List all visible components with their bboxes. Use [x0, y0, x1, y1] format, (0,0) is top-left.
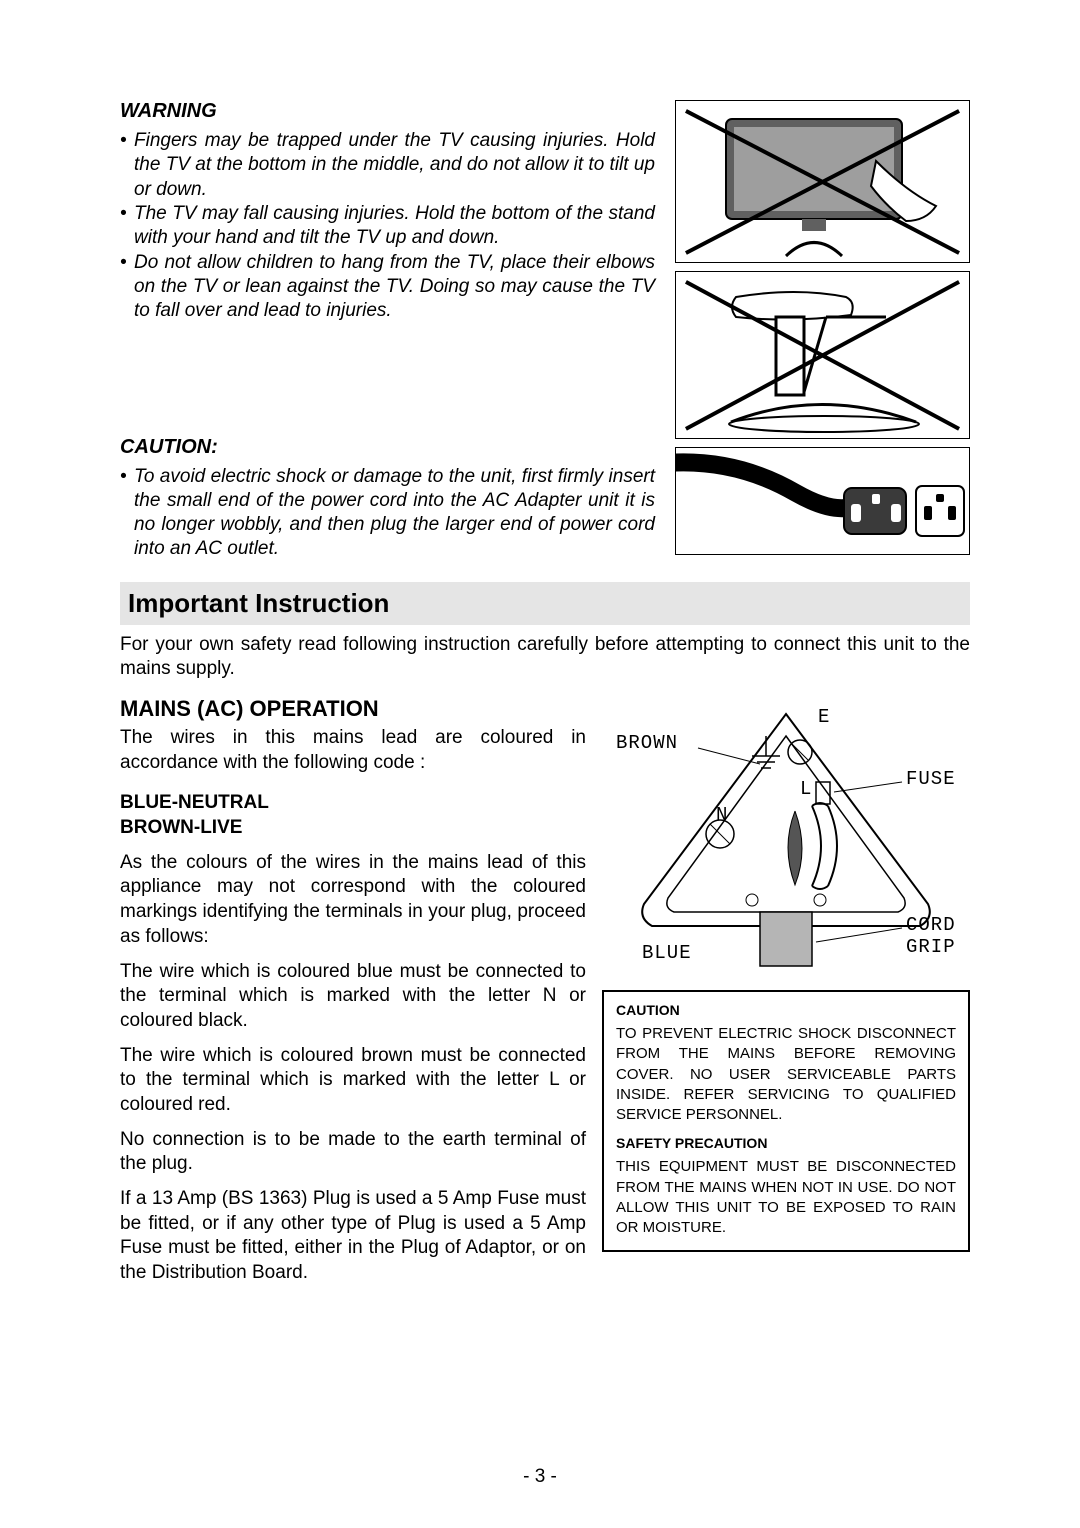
mains-p5: No connection is to be made to the earth…: [120, 1128, 586, 1177]
caution-box-title2: SAFETY PRECAUTION: [616, 1135, 956, 1151]
warning-item: Fingers may be trapped under the TV caus…: [120, 129, 655, 202]
warning-item: Do not allow children to hang from the T…: [120, 251, 655, 324]
caution-block: CAUTION: To avoid electric shock or dama…: [120, 436, 655, 562]
caution-box-title1: CAUTION: [616, 1002, 956, 1018]
page-number: - 3 -: [0, 1466, 1080, 1488]
top-section: WARNING Fingers may be trapped under the…: [120, 100, 970, 562]
code-blue: BLUE-NEUTRAL: [120, 790, 586, 816]
mains-heading: MAINS (AC) OPERATION: [120, 696, 586, 722]
section-title: Important Instruction: [120, 582, 970, 625]
plug-label-cord: CORD: [906, 914, 956, 936]
plug-diagram: E BROWN L FUSE N BLUE CORD GRIP: [602, 696, 970, 986]
intro-text: For your own safety read following instr…: [120, 633, 970, 682]
mains-p1: The wires in this mains lead are coloure…: [120, 726, 586, 775]
plug-label-grip: GRIP: [906, 936, 956, 958]
mains-right-column: E BROWN L FUSE N BLUE CORD GRIP CAUTION …: [602, 696, 970, 1286]
caution-box: CAUTION TO PREVENT ELECTRIC SHOCK DISCON…: [602, 990, 970, 1252]
plug-label-l: L: [800, 778, 812, 800]
figure-power-cord: [675, 447, 970, 555]
caution-box-text2: THIS EQUIPMENT MUST BE DISCONNECTED FROM…: [616, 1157, 956, 1238]
plug-label-blue: BLUE: [642, 942, 692, 964]
mains-section: MAINS (AC) OPERATION The wires in this m…: [120, 696, 970, 1286]
plug-label-fuse: FUSE: [906, 768, 956, 790]
caution-item: To avoid electric shock or damage to the…: [120, 465, 655, 562]
mains-p6: If a 13 Amp (BS 1363) Plug is used a 5 A…: [120, 1187, 586, 1286]
code-brown: BROWN-LIVE: [120, 815, 586, 841]
mains-text-column: MAINS (AC) OPERATION The wires in this m…: [120, 696, 602, 1286]
top-text-column: WARNING Fingers may be trapped under the…: [120, 100, 675, 562]
hand-stand-icon: [676, 272, 971, 440]
wire-codes: BLUE-NEUTRAL BROWN-LIVE: [120, 790, 586, 841]
figures-column: [675, 100, 970, 562]
warning-item: The TV may fall causing injuries. Hold t…: [120, 202, 655, 251]
mains-p2: As the colours of the wires in the mains…: [120, 851, 586, 950]
plug-label-brown: BROWN: [616, 732, 678, 754]
caution-list: To avoid electric shock or damage to the…: [120, 465, 655, 562]
power-cord-icon: [676, 448, 971, 556]
figure-hand-stand-crossed: [675, 271, 970, 439]
caution-box-text1: TO PREVENT ELECTRIC SHOCK DISCONNECT FRO…: [616, 1024, 956, 1125]
warning-list: Fingers may be trapped under the TV caus…: [120, 129, 655, 324]
plug-label-n: N: [716, 804, 728, 826]
caution-heading: CAUTION:: [120, 436, 655, 459]
mains-p3: The wire which is coloured blue must be …: [120, 960, 586, 1034]
plug-label-e: E: [818, 706, 830, 728]
figure-tv-crossed: [675, 100, 970, 263]
tv-crossed-icon: [676, 101, 971, 264]
mains-p4: The wire which is coloured brown must be…: [120, 1044, 586, 1118]
warning-heading: WARNING: [120, 100, 655, 123]
